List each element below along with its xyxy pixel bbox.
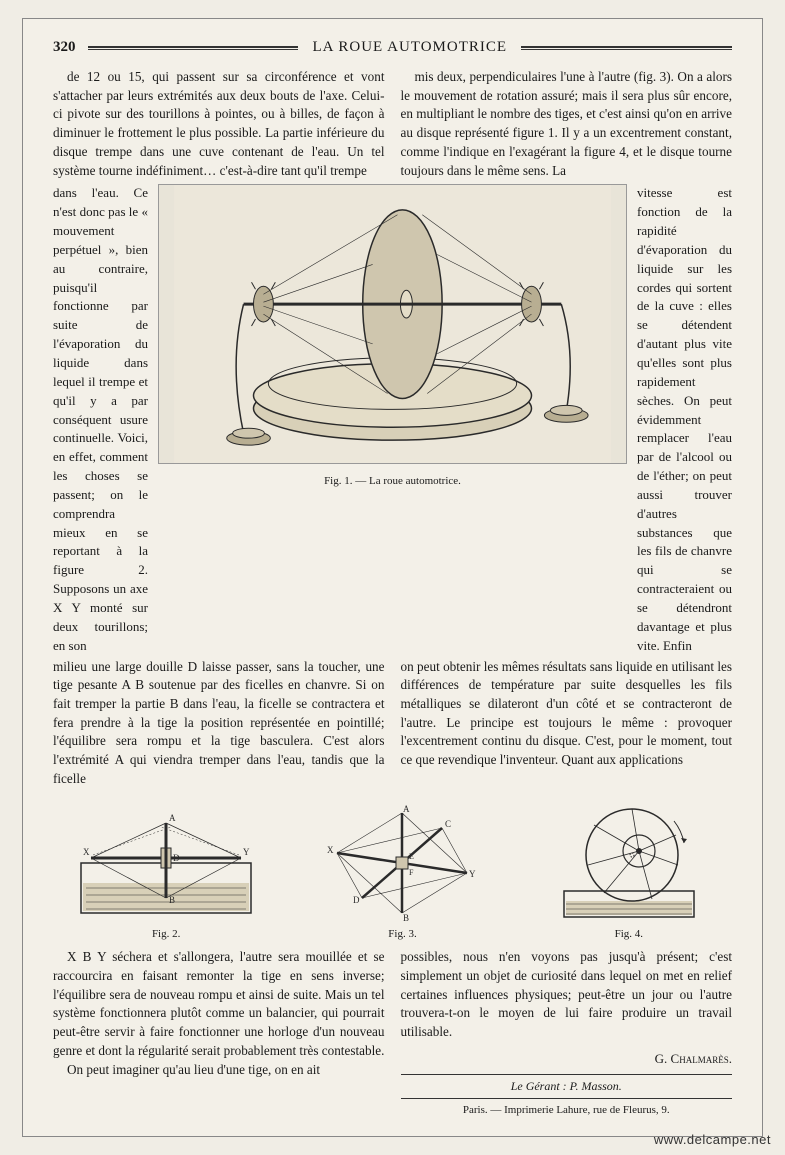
watermark: www.delcampe.net (654, 1132, 771, 1147)
bottom-left-p2: On peut imaginer qu'au lieu d'une tige, … (53, 1061, 385, 1080)
figure-2-caption: Fig. 2. (71, 927, 261, 943)
svg-text:A: A (403, 804, 410, 814)
figure-2-illustration: A B D X Y (71, 803, 261, 923)
figures-row: A B D X Y Fig. 2. (53, 803, 732, 943)
svg-text:Y: Y (243, 847, 250, 857)
top-col-right: mis deux, perpendiculaires l'une à l'aut… (401, 68, 733, 180)
figure-3-caption: Fig. 3. (317, 927, 487, 943)
figure-3-illustration: A B C D X Y E F (317, 803, 487, 923)
figure-3: A B C D X Y E F Fig. 3. (317, 803, 487, 943)
bottom-right-p: possibles, nous n'en voyons pas jusqu'à … (401, 948, 733, 1042)
gerant-line: Le Gérant : P. Masson. (401, 1074, 733, 1099)
mid-col-right: on peut obtenir les mêmes résultats sans… (401, 658, 733, 789)
header-rule-right (521, 46, 732, 50)
svg-text:D: D (353, 895, 360, 905)
article-title: LA ROUE AUTOMOTRICE (312, 39, 507, 56)
svg-text:A: A (169, 813, 176, 823)
figure-1-caption: Fig. 1. — La roue automotrice. (158, 474, 627, 490)
figure-4-caption: Fig. 4. (544, 927, 714, 943)
narrow-col-right: vitesse est fonction de la rapidité d'év… (637, 184, 732, 655)
figure-4-illustration (544, 803, 714, 923)
svg-text:Y: Y (469, 869, 476, 879)
imprint-line: Paris. — Imprimerie Lahure, rue de Fleur… (401, 1103, 733, 1119)
bottom-col-right: possibles, nous n'en voyons pas jusqu'à … (401, 948, 733, 1119)
svg-text:C: C (445, 819, 451, 829)
svg-text:F: F (409, 868, 414, 877)
figure-1-illustration (158, 184, 627, 464)
bottom-col-left: X B Y séchera et s'allongera, l'autre se… (53, 948, 385, 1119)
top-col-left: de 12 ou 15, qui passent sur sa circonfé… (53, 68, 385, 180)
header-rule-left (88, 46, 299, 50)
figure-2: A B D X Y Fig. 2. (71, 803, 261, 943)
figure1-cell: Fig. 1. — La roue automotrice. (158, 184, 627, 655)
svg-text:D: D (173, 853, 180, 863)
mid-columns: milieu une large douille D laisse passer… (53, 658, 732, 789)
page-number: 320 (53, 39, 76, 56)
svg-text:B: B (403, 913, 409, 923)
svg-text:X: X (327, 845, 334, 855)
bottom-left-p1: X B Y séchera et s'allongera, l'autre se… (53, 948, 385, 1060)
narrow-col-left: dans l'eau. Ce n'est donc pas le « mouve… (53, 184, 148, 655)
mid-col-left: milieu une large douille D laisse passer… (53, 658, 385, 789)
svg-text:B: B (169, 895, 175, 905)
bottom-columns: X B Y séchera et s'allongera, l'autre se… (53, 948, 732, 1119)
author-name: G. Chalmarès. (401, 1050, 733, 1068)
page-header: 320 LA ROUE AUTOMOTRICE (53, 39, 732, 56)
figure-4: Fig. 4. (544, 803, 714, 943)
svg-text:E: E (409, 852, 414, 861)
figure-wrap-row: dans l'eau. Ce n'est donc pas le « mouve… (53, 184, 732, 655)
top-columns: de 12 ou 15, qui passent sur sa circonfé… (53, 68, 732, 180)
body-area: de 12 ou 15, qui passent sur sa circonfé… (53, 68, 732, 1119)
svg-text:X: X (83, 847, 90, 857)
page-container: 320 LA ROUE AUTOMOTRICE de 12 ou 15, qui… (22, 18, 763, 1137)
